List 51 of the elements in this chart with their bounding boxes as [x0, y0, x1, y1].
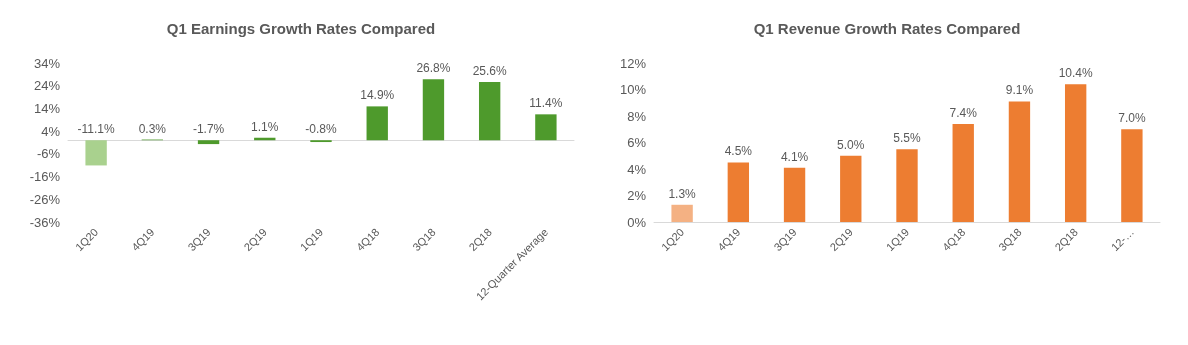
- data-label: -1.7%: [192, 122, 225, 137]
- bar: [783, 167, 806, 222]
- bar: [1064, 84, 1087, 222]
- bar: [366, 106, 388, 141]
- y-tick-label: -16%: [29, 169, 61, 185]
- y-tick-label: -6%: [36, 146, 61, 162]
- y-tick-label: 12%: [619, 55, 647, 71]
- y-tick-label: 6%: [627, 135, 647, 150]
- data-label: 0.3%: [138, 121, 167, 136]
- data-label: 7.0%: [1118, 111, 1146, 126]
- chart-title: Q1 Revenue Growth Rates Compared: [753, 20, 1021, 37]
- y-tick-label: 4%: [41, 123, 61, 139]
- bar: [896, 149, 918, 222]
- bar: [1008, 101, 1031, 222]
- bar: [727, 162, 750, 222]
- y-tick-label: 0%: [627, 214, 647, 230]
- data-label: 7.4%: [949, 105, 978, 120]
- data-label: 5.5%: [893, 131, 921, 146]
- data-label: 4.5%: [724, 144, 753, 159]
- bar: [671, 204, 693, 222]
- y-tick-label: 2%: [627, 188, 647, 203]
- y-tick-label: 14%: [33, 100, 61, 116]
- bar: [478, 82, 501, 141]
- bar: [952, 123, 974, 222]
- y-tick-label: -26%: [29, 191, 61, 207]
- data-label: -0.8%: [305, 122, 337, 137]
- y-tick-label: 24%: [33, 78, 61, 94]
- data-label: 5.0%: [837, 137, 865, 152]
- data-label: 11.4%: [529, 96, 563, 111]
- y-tick-label: 8%: [627, 108, 647, 124]
- data-label: 4.1%: [780, 149, 809, 164]
- bar: [85, 140, 107, 166]
- y-tick-label: -36%: [29, 214, 61, 230]
- data-label: 1.1%: [251, 119, 279, 134]
- bar: [535, 114, 557, 141]
- chart-title: Q1 Earnings Growth Rates Compared: [166, 20, 436, 37]
- bar: [840, 155, 862, 222]
- data-label: 14.9%: [360, 88, 395, 103]
- bar: [422, 79, 445, 141]
- data-label: 25.6%: [472, 64, 508, 79]
- data-label: 26.8%: [416, 61, 451, 76]
- data-label: 9.1%: [1005, 83, 1034, 98]
- bar: [197, 140, 220, 145]
- y-tick-label: 10%: [619, 82, 647, 97]
- bar: [1121, 129, 1143, 222]
- y-tick-label: 4%: [627, 161, 647, 177]
- x-tick-label: 12-…: [1108, 225, 1137, 254]
- data-label: 10.4%: [1058, 66, 1094, 81]
- y-tick-label: 34%: [33, 55, 61, 71]
- data-label: -11.1%: [77, 122, 115, 137]
- data-label: 1.3%: [668, 186, 697, 201]
